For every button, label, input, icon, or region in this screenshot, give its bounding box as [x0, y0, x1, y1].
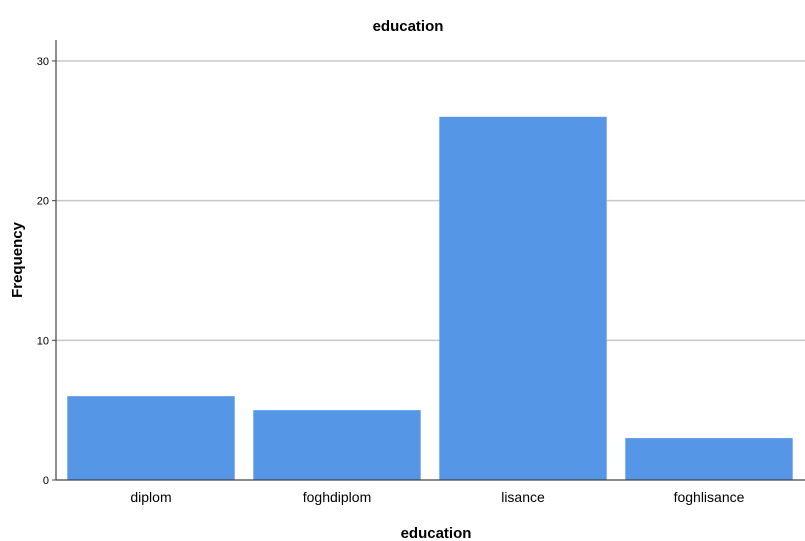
x-tick-labels: diplom foghdiplom lisance foghlisance: [130, 489, 744, 505]
bar-foghlisance: [625, 438, 793, 480]
grid-lines: [56, 60, 805, 342]
x-tick-label-diplom: diplom: [130, 489, 171, 505]
x-axis-label: education: [401, 525, 472, 541]
y-tick-labels: 0 10 20 30: [37, 56, 49, 487]
bar-foghdiplom: [253, 410, 421, 480]
y-tick-label: 0: [43, 475, 49, 487]
y-tick-label: 20: [37, 196, 49, 208]
x-tick-label-lisance: lisance: [501, 489, 545, 505]
y-tick-label: 30: [37, 56, 49, 68]
bar-diplom: [67, 396, 235, 480]
y-tick-label: 10: [37, 335, 49, 347]
y-axis-label: Frequency: [9, 221, 26, 298]
bar-lisance: [439, 116, 607, 481]
x-tick-label-foghlisance: foghlisance: [674, 489, 745, 505]
x-tick-label-foghdiplom: foghdiplom: [303, 489, 372, 505]
chart-title: education: [373, 18, 444, 35]
bars: [67, 116, 793, 481]
axes: [52, 40, 805, 481]
